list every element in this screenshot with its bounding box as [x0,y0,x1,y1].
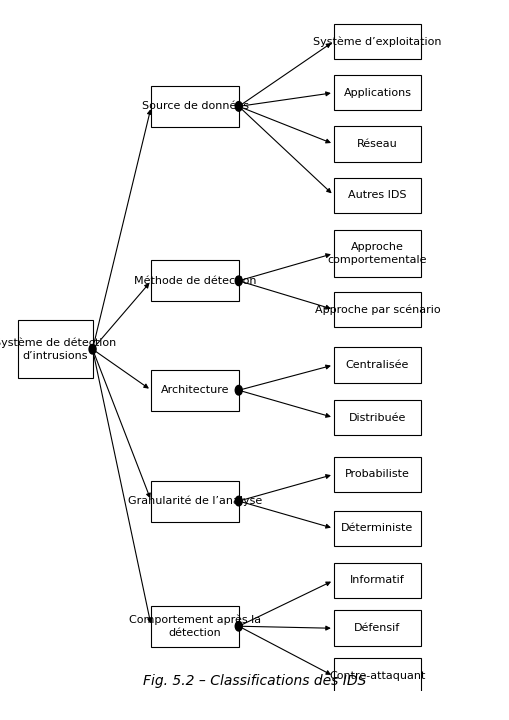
Text: Méthode de détection: Méthode de détection [133,276,256,286]
FancyBboxPatch shape [151,606,238,647]
FancyBboxPatch shape [151,370,238,410]
FancyBboxPatch shape [333,75,420,110]
Circle shape [89,344,96,354]
Text: Système d’exploitation: Système d’exploitation [313,36,441,47]
Text: Informatif: Informatif [349,575,404,585]
Text: Applications: Applications [343,88,411,98]
FancyBboxPatch shape [333,292,420,328]
FancyBboxPatch shape [333,347,420,383]
FancyBboxPatch shape [333,24,420,59]
Circle shape [235,621,242,631]
Circle shape [235,496,242,506]
Text: Approche
comportementale: Approche comportementale [327,242,427,265]
Text: Architecture: Architecture [160,385,229,395]
FancyBboxPatch shape [333,510,420,546]
Circle shape [235,276,242,286]
FancyBboxPatch shape [151,261,238,302]
FancyBboxPatch shape [151,86,238,127]
Text: Granularité de l’analyse: Granularité de l’analyse [128,496,262,506]
FancyBboxPatch shape [333,562,420,598]
Circle shape [235,385,242,395]
Text: Réseau: Réseau [356,139,397,149]
FancyBboxPatch shape [151,480,238,521]
Text: Fig. 5.2 – Classifications des IDS: Fig. 5.2 – Classifications des IDS [143,674,366,688]
Text: Approche par scénario: Approche par scénario [314,305,439,315]
Text: Probabiliste: Probabiliste [344,469,409,480]
FancyBboxPatch shape [333,126,420,162]
Text: Centralisée: Centralisée [345,360,408,370]
Text: Source de données: Source de données [141,102,248,112]
Text: Système de détection
d’intrusions: Système de détection d’intrusions [0,338,116,361]
Text: Autres IDS: Autres IDS [348,190,406,200]
Text: Comportement après la
détection: Comportement après la détection [129,615,261,638]
FancyBboxPatch shape [17,320,92,378]
Text: Déterministe: Déterministe [341,523,413,534]
FancyBboxPatch shape [333,611,420,646]
Text: Contre-attaquant: Contre-attaquant [329,671,425,681]
Circle shape [235,102,242,111]
Text: Distribuée: Distribuée [348,413,405,423]
Text: Défensif: Défensif [354,624,400,634]
FancyBboxPatch shape [333,400,420,436]
FancyBboxPatch shape [333,230,420,277]
FancyBboxPatch shape [333,456,420,492]
FancyBboxPatch shape [333,178,420,213]
FancyBboxPatch shape [333,658,420,694]
